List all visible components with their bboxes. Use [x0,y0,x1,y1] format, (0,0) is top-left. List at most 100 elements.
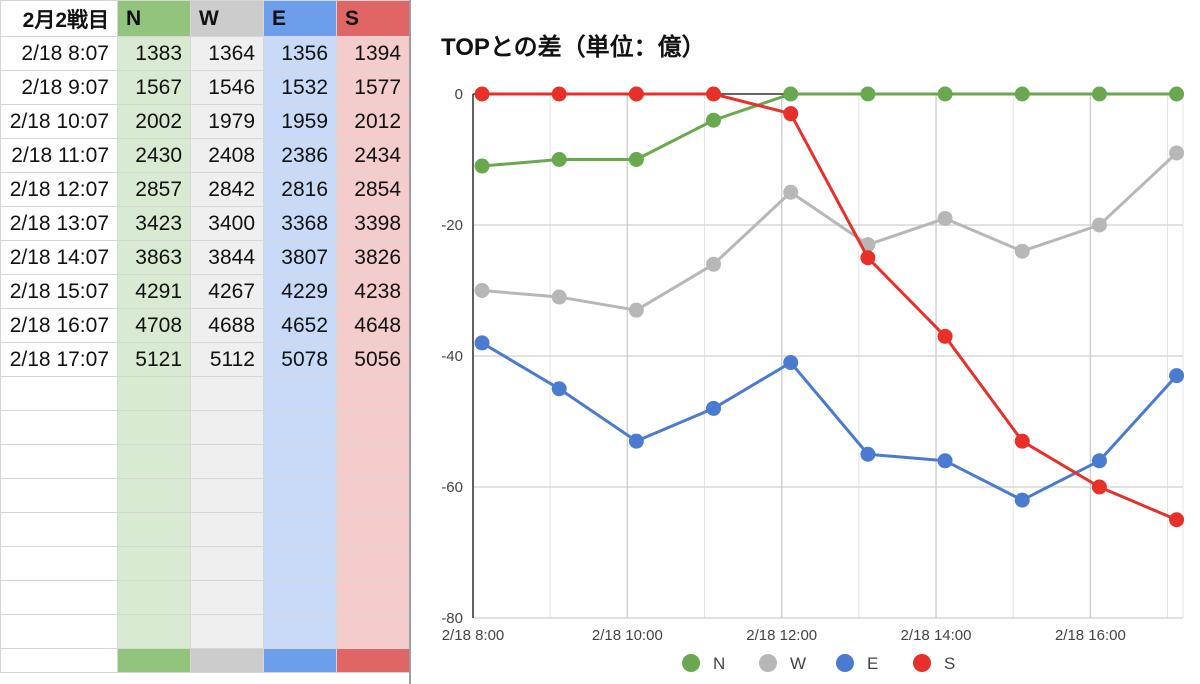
data-point-n[interactable] [474,158,490,174]
empty-cell[interactable] [336,410,409,445]
value-cell-n[interactable]: 4291 [117,274,191,309]
time-cell[interactable]: 2/18 15:07 [0,274,118,309]
empty-cell[interactable] [0,512,118,547]
value-cell-w[interactable]: 2408 [190,138,264,173]
value-cell-s[interactable]: 2854 [336,172,409,207]
value-cell-e[interactable]: 4229 [263,274,337,309]
empty-cell[interactable] [263,580,337,615]
data-point-n[interactable] [860,86,876,102]
empty-cell[interactable] [190,444,264,479]
value-cell-w[interactable]: 1364 [190,36,264,71]
value-cell-s[interactable]: 3398 [336,206,409,241]
data-point-e[interactable] [1014,492,1030,508]
value-cell-w[interactable]: 3400 [190,206,264,241]
time-cell[interactable]: 2/18 13:07 [0,206,118,241]
empty-cell[interactable] [336,478,409,513]
legend-marker-n[interactable] [682,654,700,672]
series-line-w[interactable] [481,151,1178,312]
value-cell-s[interactable]: 1577 [336,70,409,105]
empty-cell[interactable] [263,444,337,479]
empty-cell[interactable] [263,410,337,445]
header-cell-w[interactable]: W [190,0,264,37]
data-point-n[interactable] [937,86,953,102]
data-point-e[interactable] [783,355,799,371]
data-point-s[interactable] [1169,512,1185,528]
series-n[interactable] [474,86,1185,174]
series-line-n[interactable] [481,92,1177,168]
empty-cell[interactable] [190,580,264,615]
legend-label-e[interactable]: E [867,654,878,673]
data-point-s[interactable] [551,86,567,102]
data-point-w[interactable] [628,302,644,318]
value-cell-w[interactable]: 4267 [190,274,264,309]
series-w[interactable] [474,145,1185,318]
empty-cell[interactable] [336,444,409,479]
legend-label-s[interactable]: S [944,654,955,673]
empty-cell[interactable] [336,546,409,581]
empty-cell[interactable] [117,410,191,445]
data-point-s[interactable] [474,86,490,102]
data-point-w[interactable] [1169,145,1185,161]
value-cell-e[interactable]: 1356 [263,36,337,71]
legend-label-w[interactable]: W [790,654,806,673]
series-e[interactable] [474,335,1185,508]
value-cell-s[interactable]: 4238 [336,274,409,309]
empty-cell[interactable] [190,410,264,445]
value-cell-e[interactable]: 2386 [263,138,337,173]
data-point-w[interactable] [937,210,953,226]
value-cell-w[interactable]: 4688 [190,308,264,343]
value-cell-n[interactable]: 2430 [117,138,191,173]
value-cell-e[interactable]: 5078 [263,342,337,377]
header-cell-game[interactable]: 2月2戦目 [0,0,118,37]
empty-cell[interactable] [0,546,118,581]
empty-cell[interactable] [263,478,337,513]
data-point-s[interactable] [860,250,876,266]
time-cell[interactable]: 2/18 9:07 [0,70,118,105]
legend-label-n[interactable]: N [713,654,725,673]
empty-cell[interactable] [190,546,264,581]
time-cell[interactable]: 2/18 12:07 [0,172,118,207]
value-cell-e[interactable]: 2816 [263,172,337,207]
time-cell[interactable]: 2/18 14:07 [0,240,118,275]
legend-marker-e[interactable] [836,654,854,672]
time-cell[interactable]: 2/18 16:07 [0,308,118,343]
empty-cell[interactable] [117,546,191,581]
data-point-s[interactable] [783,106,799,122]
empty-cell[interactable] [263,376,337,411]
legend-marker-s[interactable] [913,654,931,672]
empty-cell[interactable] [263,614,337,649]
data-point-s[interactable] [1091,479,1107,495]
empty-cell[interactable] [117,376,191,411]
data-point-e[interactable] [1091,453,1107,469]
legend-marker-w[interactable] [759,654,777,672]
header-cell-s[interactable]: S [336,0,409,37]
value-cell-n[interactable]: 1567 [117,70,191,105]
time-cell[interactable]: 2/18 8:07 [0,36,118,71]
value-cell-n[interactable]: 3863 [117,240,191,275]
value-cell-e[interactable]: 3807 [263,240,337,275]
empty-cell[interactable] [190,512,264,547]
empty-cell[interactable] [0,580,118,615]
data-point-s[interactable] [1014,433,1030,449]
data-point-e[interactable] [937,453,953,469]
data-point-w[interactable] [783,184,799,200]
empty-cell[interactable] [117,478,191,513]
empty-cell[interactable] [336,376,409,411]
value-cell-e[interactable]: 1959 [263,104,337,139]
data-point-s[interactable] [628,86,644,102]
series-s[interactable] [474,86,1185,528]
data-point-s[interactable] [706,86,722,102]
value-cell-w[interactable]: 2842 [190,172,264,207]
header-cell-n[interactable]: N [117,0,191,37]
data-point-w[interactable] [474,283,490,298]
series-line-s[interactable] [482,92,1178,522]
value-cell-s[interactable]: 2012 [336,104,409,139]
data-point-n[interactable] [706,112,722,128]
value-cell-n[interactable]: 4708 [117,308,191,343]
series-line-e[interactable] [481,341,1178,502]
empty-cell[interactable] [190,376,264,411]
empty-cell[interactable] [336,614,409,649]
value-cell-w[interactable]: 3844 [190,240,264,275]
value-cell-s[interactable]: 3826 [336,240,409,275]
value-cell-s[interactable]: 2434 [336,138,409,173]
